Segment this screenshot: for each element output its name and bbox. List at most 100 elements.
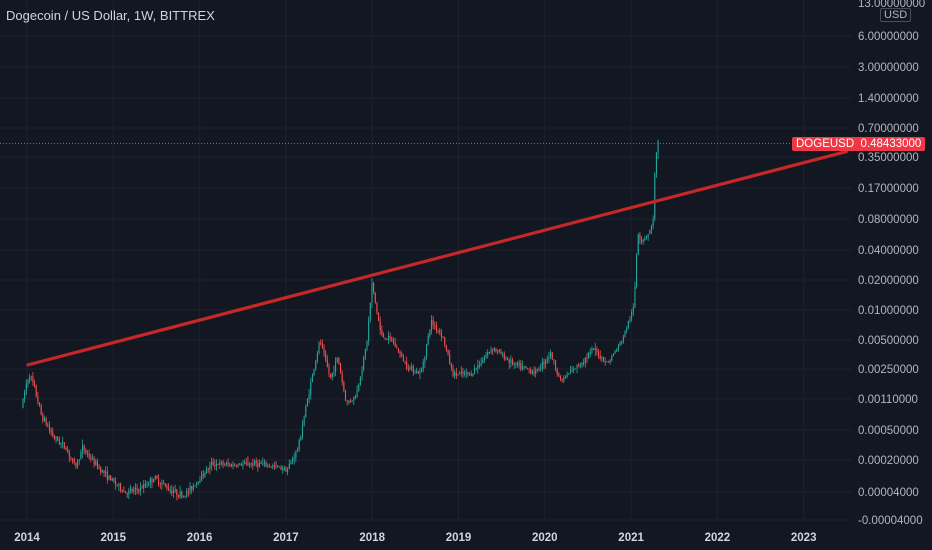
candle-body: [301, 426, 304, 437]
candle-body: [636, 254, 638, 287]
candle-body: [333, 371, 335, 373]
candle-body: [191, 486, 193, 490]
candle-body: [204, 472, 206, 477]
candle-body: [568, 373, 570, 375]
candle-body: [483, 357, 485, 361]
candle-body: [563, 377, 565, 381]
candle-body: [450, 363, 452, 368]
currency-unit-badge[interactable]: USD: [880, 8, 912, 22]
candle-body: [510, 359, 512, 364]
candle-body: [315, 360, 317, 370]
candle-body: [57, 436, 59, 441]
candle-body: [258, 462, 261, 467]
candle-body: [62, 442, 64, 444]
candle-body: [260, 462, 262, 464]
candle-body: [551, 352, 553, 360]
candle-body: [239, 463, 241, 465]
trendline[interactable]: [26, 149, 849, 367]
candle-body: [650, 226, 653, 231]
candle-body: [277, 465, 279, 467]
candle-body: [588, 353, 590, 358]
candle-body: [627, 320, 629, 329]
candle-body: [326, 359, 328, 367]
candle-body: [184, 495, 186, 497]
candle-body: [368, 320, 370, 341]
candle-body: [432, 319, 434, 326]
candle-body: [518, 363, 520, 366]
candle-body: [50, 429, 52, 433]
candle-body: [422, 362, 424, 370]
candle-body: [589, 351, 591, 354]
candle-body: [378, 312, 380, 322]
candles: [22, 139, 659, 501]
candle-body: [490, 349, 492, 352]
candle-body: [566, 374, 568, 377]
candle-body: [22, 398, 24, 408]
candle-body: [637, 234, 639, 255]
last-price-value: 0.48433000: [860, 138, 922, 150]
candle-body: [283, 467, 285, 470]
candle-body: [657, 140, 659, 153]
candle-body: [581, 362, 583, 365]
candle-body: [148, 483, 150, 486]
price-tick-label: 0.02000000: [858, 275, 919, 287]
candle-body: [229, 464, 231, 466]
candle-body: [335, 361, 337, 372]
candle-body: [32, 376, 34, 383]
candle-body: [599, 355, 601, 359]
price-tick-label: -0.00004000: [858, 515, 923, 527]
candle-body: [401, 353, 403, 357]
candle-body: [526, 367, 528, 369]
candle-body: [477, 365, 479, 368]
candle-body: [187, 491, 189, 493]
candle-body: [427, 335, 429, 345]
time-tick-label: 2017: [273, 532, 299, 544]
candle-body: [361, 369, 363, 377]
candle-body: [374, 292, 376, 303]
candle-body: [353, 396, 355, 401]
candle-body: [176, 489, 178, 496]
symbol-label: DOGEUSD: [796, 138, 855, 150]
candle-body: [467, 372, 469, 375]
candle-body: [397, 348, 399, 353]
candle-body: [116, 484, 118, 486]
candle-body: [644, 237, 646, 240]
candle-body: [598, 352, 600, 356]
candle-body: [492, 349, 494, 351]
price-tick-label: 1.40000000: [858, 93, 919, 105]
candle-body: [47, 424, 49, 427]
candle-body: [96, 461, 98, 468]
candle-body: [430, 319, 433, 331]
candle-body: [189, 486, 191, 492]
candle-body: [249, 464, 251, 466]
candle-body: [516, 362, 519, 366]
candle-body: [556, 369, 558, 375]
price-tick-label: 0.08000000: [858, 214, 919, 226]
candle-body: [452, 367, 454, 377]
candle-body: [285, 467, 287, 472]
candle-body: [505, 358, 507, 360]
candle-body: [156, 476, 158, 479]
candle-body: [500, 351, 502, 355]
candle-body: [495, 348, 497, 351]
candle-body: [166, 485, 168, 489]
candle-body: [154, 476, 156, 480]
candle-body: [177, 495, 180, 497]
candle-body: [43, 418, 46, 422]
candle-body: [65, 447, 67, 450]
candle-body: [528, 368, 530, 370]
candle-body: [507, 358, 509, 360]
price-tick-label: 0.00250000: [858, 364, 919, 376]
candle-body: [108, 475, 110, 480]
candle-body: [330, 373, 332, 378]
candle-body: [207, 468, 209, 470]
candle-body: [391, 337, 393, 341]
price-tick-label: 0.70000000: [858, 123, 919, 135]
candle-body: [37, 395, 39, 403]
candle-body: [439, 330, 441, 333]
candle-body: [323, 347, 325, 354]
candle-body: [498, 350, 500, 352]
candle-body: [202, 474, 204, 477]
candle-body: [366, 340, 368, 350]
